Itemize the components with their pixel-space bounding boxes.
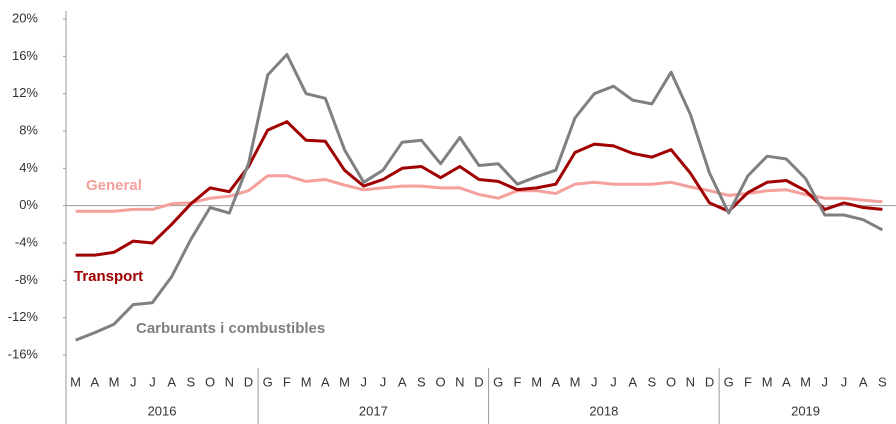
x-tick-label: O [436, 374, 446, 389]
x-tick-label: M [70, 374, 81, 389]
series-label: Transport [74, 268, 143, 285]
x-tick-label: J [822, 374, 829, 389]
x-tick-label: J [841, 374, 848, 389]
y-tick-label: 20% [12, 10, 38, 25]
y-tick-label: 8% [19, 122, 38, 137]
x-tick-label: J [591, 374, 598, 389]
series-label: General [86, 177, 142, 194]
x-tick-label: J [149, 374, 156, 389]
x-tick-label: D [474, 374, 483, 389]
group-label: 2018 [589, 403, 618, 418]
x-tick-label: J [360, 374, 367, 389]
x-tick-label: N [686, 374, 695, 389]
x-tick-label: F [283, 374, 291, 389]
x-tick-label: F [744, 374, 752, 389]
x-tick-label: S [187, 374, 196, 389]
x-tick-label: D [705, 374, 714, 389]
y-tick-label: -12% [8, 309, 39, 324]
y-tick-label: 12% [12, 85, 38, 100]
series-line [75, 53, 884, 342]
x-tick-label: A [782, 374, 791, 389]
x-tick-label: A [398, 374, 407, 389]
x-tick-label: N [225, 374, 234, 389]
x-tick-label: J [130, 374, 137, 389]
series-label: Carburants i combustibles [136, 320, 325, 337]
x-tick-label: S [648, 374, 657, 389]
x-tick-label: A [552, 374, 561, 389]
x-tick-label: M [301, 374, 312, 389]
group-label: 2019 [791, 403, 820, 418]
x-tick-label: M [762, 374, 773, 389]
group-label: 2017 [359, 403, 388, 418]
x-tick-label: F [513, 374, 521, 389]
series-line [75, 120, 883, 257]
y-tick-label: -8% [15, 272, 39, 287]
x-tick-label: D [244, 374, 253, 389]
y-tick-label: 16% [12, 48, 38, 63]
x-tick-label: A [90, 374, 99, 389]
group-label: 2016 [148, 403, 177, 418]
x-tick-label: A [859, 374, 868, 389]
x-tick-label: J [380, 374, 387, 389]
x-tick-label: M [109, 374, 120, 389]
x-tick-label: A [628, 374, 637, 389]
x-tick-label: G [493, 374, 503, 389]
x-tick-label: G [263, 374, 273, 389]
y-tick-label: -4% [15, 234, 39, 249]
x-tick-label: A [321, 374, 330, 389]
x-tick-label: G [724, 374, 734, 389]
x-tick-label: M [339, 374, 350, 389]
x-tick-label: O [205, 374, 215, 389]
y-tick-label: 4% [19, 160, 38, 175]
x-tick-label: O [666, 374, 676, 389]
x-tick-label: S [417, 374, 426, 389]
x-tick-label: J [610, 374, 617, 389]
y-tick-label: 0% [19, 197, 38, 212]
x-tick-label: A [167, 374, 176, 389]
x-tick-label: S [878, 374, 887, 389]
y-tick-label: -16% [8, 346, 39, 361]
x-tick-label: M [800, 374, 811, 389]
x-tick-label: N [455, 374, 464, 389]
x-tick-label: M [531, 374, 542, 389]
x-tick-label: M [570, 374, 581, 389]
